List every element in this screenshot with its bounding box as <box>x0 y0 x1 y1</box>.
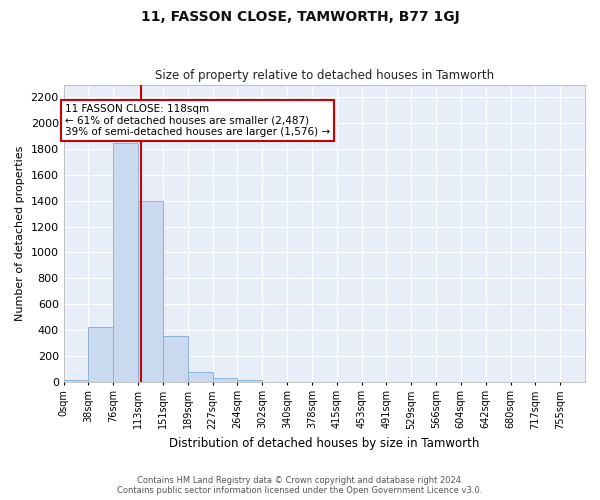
Bar <box>64 380 88 382</box>
Bar <box>88 328 113 382</box>
Text: 11 FASSON CLOSE: 118sqm
← 61% of detached houses are smaller (2,487)
39% of semi: 11 FASSON CLOSE: 118sqm ← 61% of detache… <box>65 104 330 137</box>
Text: Contains HM Land Registry data © Crown copyright and database right 2024.
Contai: Contains HM Land Registry data © Crown c… <box>118 476 482 495</box>
Bar <box>138 201 163 382</box>
Text: 11, FASSON CLOSE, TAMWORTH, B77 1GJ: 11, FASSON CLOSE, TAMWORTH, B77 1GJ <box>140 10 460 24</box>
Bar <box>163 336 188 382</box>
Bar <box>188 372 212 382</box>
Bar <box>113 142 138 382</box>
Y-axis label: Number of detached properties: Number of detached properties <box>15 146 25 320</box>
Bar <box>212 378 238 382</box>
Title: Size of property relative to detached houses in Tamworth: Size of property relative to detached ho… <box>155 69 494 82</box>
Bar <box>238 380 262 382</box>
X-axis label: Distribution of detached houses by size in Tamworth: Distribution of detached houses by size … <box>169 437 479 450</box>
